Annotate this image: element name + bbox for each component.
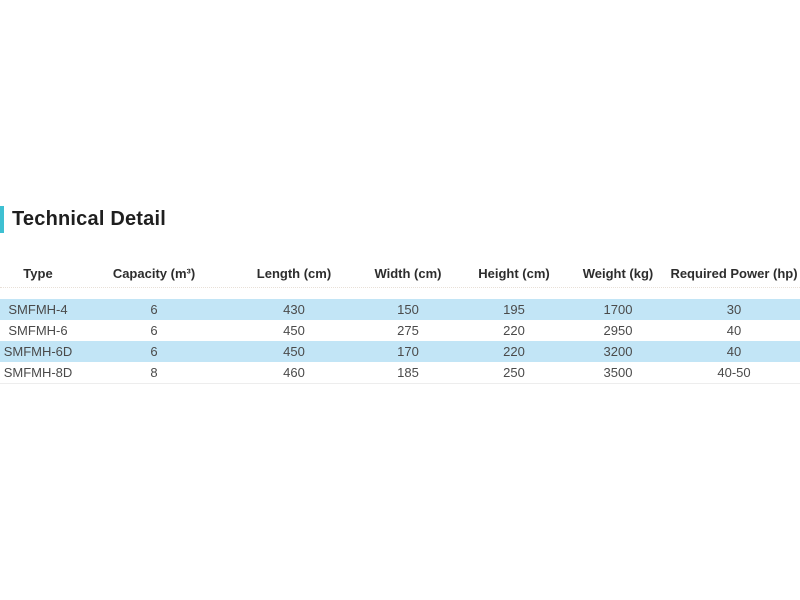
col-header-width: Width (cm) <box>374 266 442 281</box>
table-cell: 460 <box>283 365 305 380</box>
col-header-height: Height (cm) <box>478 266 550 281</box>
table-cell: 275 <box>397 323 419 338</box>
title-accent-bar <box>0 206 4 233</box>
table-cell: 2950 <box>603 323 633 338</box>
table-cell: 250 <box>503 365 525 380</box>
table-cell: 40-50 <box>717 365 751 380</box>
table-cell: 6 <box>150 323 158 338</box>
table-cell: 150 <box>397 302 419 317</box>
table-cell: 220 <box>503 323 525 338</box>
table-row: SMFMH-8D 8 460 185 250 3500 40-50 <box>0 362 800 383</box>
page-title: Technical Detail <box>12 208 166 230</box>
table-cell: 40 <box>726 344 742 359</box>
table-cell: 185 <box>397 365 419 380</box>
table-cell: 450 <box>283 344 305 359</box>
table-cell: 6 <box>150 344 158 359</box>
table-body: SMFMH-4 6 430 150 195 1700 30 SMFMH-6 6 … <box>0 299 800 384</box>
table-cell: SMFMH-6 <box>8 323 68 338</box>
table-cell: 30 <box>726 302 742 317</box>
table-row: SMFMH-4 6 430 150 195 1700 30 <box>0 299 800 320</box>
table-cell: 450 <box>283 323 305 338</box>
col-header-length: Length (cm) <box>256 266 332 281</box>
col-header-weight: Weight (kg) <box>582 266 654 281</box>
table-cell: SMFMH-8D <box>3 365 73 380</box>
table-cell: SMFMH-6D <box>3 344 73 359</box>
technical-detail-table: Type Capacity (m³) Length (cm) Width (cm… <box>0 260 800 384</box>
table-cell: 3200 <box>603 344 633 359</box>
col-header-required-power: Required Power (hp) <box>670 266 798 281</box>
table-cell: 3500 <box>603 365 633 380</box>
table-cell: 8 <box>150 365 158 380</box>
col-header-capacity: Capacity (m³) <box>112 266 196 281</box>
table-row: SMFMH-6D 6 450 170 220 3200 40 <box>0 341 800 362</box>
col-header-type: Type <box>23 266 53 281</box>
table-cell: 40 <box>726 323 742 338</box>
table-cell: 1700 <box>603 302 633 317</box>
table-cell: 220 <box>503 344 525 359</box>
table-cell: 170 <box>397 344 419 359</box>
table-cell: 430 <box>283 302 305 317</box>
table-row: SMFMH-6 6 450 275 220 2950 40 <box>0 320 800 341</box>
table-cell: 6 <box>150 302 158 317</box>
table-cell: SMFMH-4 <box>8 302 68 317</box>
table-cell: 195 <box>503 302 525 317</box>
section-title-block: Technical Detail <box>0 206 166 233</box>
table-header-row: Type Capacity (m³) Length (cm) Width (cm… <box>0 260 800 288</box>
